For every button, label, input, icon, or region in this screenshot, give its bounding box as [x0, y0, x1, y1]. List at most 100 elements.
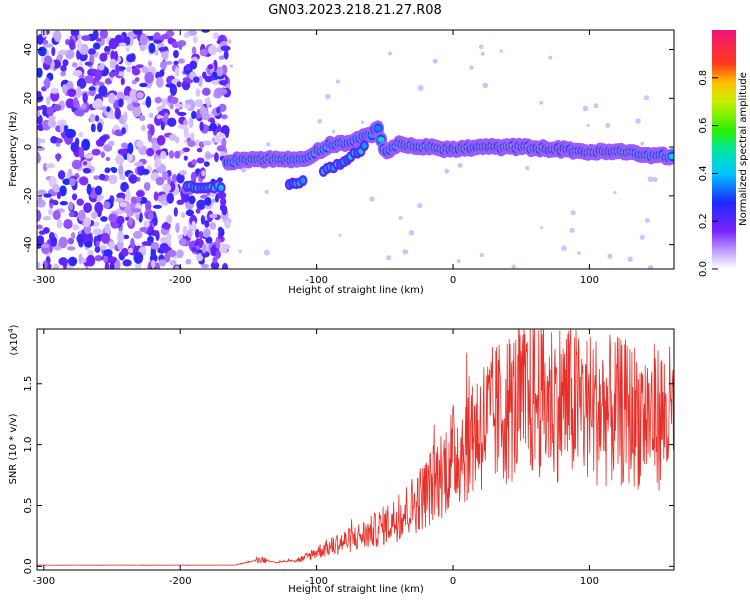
noise-speckle	[200, 214, 205, 225]
noise-speckle	[76, 233, 84, 244]
noise-speckle	[109, 58, 117, 69]
noise-speckle	[174, 136, 180, 144]
noise-speckle	[201, 30, 211, 33]
noise-speckle	[204, 196, 212, 206]
noise-speckle	[215, 238, 221, 249]
colorbar-tick-label: 0.2	[698, 213, 709, 229]
noise-speckle	[171, 173, 178, 184]
noise-speckle	[158, 47, 168, 52]
noise-speckle	[154, 97, 162, 104]
noise-speckle	[185, 79, 194, 84]
noise-speckle	[203, 161, 210, 167]
noise-speckle	[92, 228, 103, 235]
noise-speckle	[188, 116, 194, 129]
snr-series-layer	[37, 329, 674, 566]
noise-speckle	[37, 195, 42, 204]
noise-speckle	[78, 146, 85, 159]
noise-speckle	[176, 199, 185, 206]
faint-speckle	[569, 227, 575, 233]
noise-speckle	[117, 71, 125, 77]
noise-speckle	[160, 151, 167, 160]
noise-speckle	[120, 181, 129, 193]
noise-speckle	[46, 96, 51, 106]
noise-speckle	[94, 70, 103, 81]
noise-speckle	[96, 122, 103, 133]
noise-speckle	[192, 35, 198, 44]
noise-speckle	[132, 230, 143, 239]
noise-speckle	[162, 183, 172, 193]
noise-speckle	[177, 234, 183, 239]
noise-speckle	[130, 196, 137, 204]
noise-speckle	[221, 262, 229, 269]
noise-speckle	[134, 161, 144, 167]
noise-speckle	[146, 147, 155, 157]
noise-speckle	[153, 39, 163, 44]
noise-speckle	[165, 83, 175, 88]
spectrogram-y-label: Frequency (Hz)	[8, 111, 19, 187]
noise-speckle	[195, 208, 201, 214]
faint-speckle	[479, 253, 484, 258]
noise-speckle	[191, 46, 197, 55]
noise-speckle	[143, 182, 151, 191]
noise-speckle	[178, 238, 187, 246]
noise-speckle	[207, 64, 214, 70]
noise-speckle	[174, 265, 180, 269]
noise-speckle	[159, 242, 169, 253]
noise-speckle	[37, 114, 43, 125]
noise-speckle	[95, 37, 102, 42]
spectrogram-y-tick-label: 0	[23, 144, 34, 150]
noise-speckle	[68, 38, 75, 50]
noise-speckle	[178, 58, 185, 64]
noise-speckle	[46, 106, 55, 117]
faint-speckle	[560, 245, 567, 252]
noise-speckle	[47, 119, 57, 128]
noise-speckle	[67, 237, 75, 245]
noise-speckle	[115, 259, 121, 269]
noise-speckle	[104, 261, 110, 269]
faint-speckle	[238, 249, 242, 254]
noise-speckle	[148, 112, 154, 119]
snr-x-tick-label: -200	[169, 576, 192, 587]
faint-speckle	[325, 93, 331, 100]
snr-frame	[36, 328, 675, 571]
noise-speckle	[62, 178, 72, 185]
noise-speckle	[220, 125, 230, 136]
noise-speckle	[187, 30, 198, 36]
noise-speckle	[37, 209, 42, 222]
spectrogram-y-tick-label: 20	[23, 92, 34, 105]
faint-speckle	[338, 233, 342, 237]
noise-speckle	[139, 44, 146, 52]
noise-speckle	[99, 30, 109, 39]
noise-speckle	[98, 85, 108, 97]
noise-speckle	[82, 92, 88, 104]
noise-speckle	[127, 247, 134, 254]
noise-speckle	[148, 42, 156, 54]
noise-speckle	[64, 49, 75, 60]
secondary-core	[300, 177, 306, 184]
spectrogram-y-tick-label: -20	[23, 188, 34, 204]
noise-speckle	[62, 83, 68, 94]
noise-speckle	[101, 232, 111, 244]
noise-speckle	[63, 218, 73, 230]
noise-speckle	[86, 183, 92, 196]
noise-speckle	[49, 199, 59, 204]
noise-speckle	[145, 96, 152, 108]
noise-speckle	[114, 129, 122, 137]
noise-speckle	[144, 71, 155, 84]
noise-speckle	[37, 146, 45, 152]
spectrogram-x-ticks: -300 -200 -100 0 100	[32, 30, 599, 286]
colorbar-tick-label: 0.8	[698, 70, 709, 86]
noise-speckle	[133, 251, 144, 264]
noise-speckle	[179, 170, 187, 176]
noise-speckle	[70, 142, 79, 153]
noise-speckle	[131, 208, 142, 213]
noise-speckle	[127, 142, 134, 155]
noise-speckle	[190, 171, 197, 182]
noise-speckle	[196, 199, 206, 211]
noise-speckle	[209, 222, 217, 230]
noise-speckle	[115, 154, 125, 165]
snr-series-line	[37, 329, 674, 566]
noise-speckle	[125, 188, 131, 201]
noise-speckle	[139, 196, 148, 204]
noise-speckle	[65, 82, 73, 90]
